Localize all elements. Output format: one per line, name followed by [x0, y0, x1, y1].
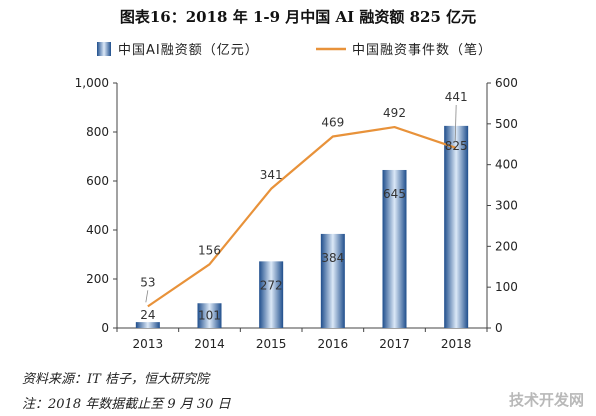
legend: 中国AI融资额（亿元） 中国融资事件数（笔）	[97, 42, 492, 58]
line-value-label: 341	[260, 168, 283, 182]
line-value-label: 469	[321, 115, 344, 129]
watermark: 技术开发网	[502, 387, 590, 412]
y-left-tick-label: 0	[101, 321, 109, 335]
chart-title: 图表16：2018 年 1-9 月中国 AI 融资额 825 亿元	[119, 8, 477, 26]
source-note: 资料来源：IT 桔子，恒大研究院	[22, 372, 209, 387]
line-value-label: 156	[198, 243, 221, 257]
bar-value-label: 24	[140, 308, 155, 322]
bar	[320, 233, 345, 328]
bar-value-label: 272	[260, 278, 283, 292]
line-value-label: 53	[140, 275, 155, 289]
line-series	[147, 125, 457, 308]
y-right-tick-label: 200	[495, 239, 518, 253]
x-tick-label: 2017	[379, 337, 410, 351]
y-left-tick-label: 400	[86, 223, 109, 237]
bar-value-label: 825	[445, 139, 468, 153]
x-tick-label: 2016	[318, 337, 349, 351]
y-left-tick-label: 600	[86, 174, 109, 188]
label-leader	[145, 290, 149, 303]
x-tick-label: 2018	[441, 337, 472, 351]
x-tick-label: 2015	[256, 337, 287, 351]
plot-area: 0 200 400 600 800 1,000 0 100 200 300 400 500 600 201…	[75, 76, 518, 351]
y-right-tick-label: 400	[495, 158, 518, 172]
y-left-tick-label: 800	[86, 125, 109, 139]
bar	[444, 125, 469, 328]
date-note: 注：2018 年数据截止至 9 月 30 日	[22, 397, 231, 412]
legend-bar-swatch	[97, 42, 111, 56]
y-right-tick-label: 600	[495, 76, 518, 90]
y-right-tick-label: 0	[495, 321, 503, 335]
y-right-tick-label: 100	[495, 280, 518, 294]
y-right-tick-label: 300	[495, 199, 518, 213]
label-leader	[454, 104, 457, 142]
y-right-tick-label: 500	[495, 117, 518, 131]
bar	[135, 322, 160, 328]
bar-value-label: 384	[321, 251, 344, 265]
bar	[197, 303, 222, 328]
x-tick-label: 2013	[133, 337, 164, 351]
bar-value-label: 101	[198, 308, 221, 322]
legend-line-label: 中国融资事件数（笔）	[352, 42, 492, 58]
y-left-tick-label: 200	[86, 272, 109, 286]
y-left-tick-label: 1,000	[75, 76, 109, 90]
bar-value-label: 645	[383, 187, 406, 201]
line-value-label: 441	[445, 90, 468, 104]
bar	[382, 169, 407, 328]
legend-bar-label: 中国AI融资额（亿元）	[118, 43, 259, 58]
bar	[259, 261, 284, 328]
x-tick-label: 2014	[194, 337, 225, 351]
line-value-label: 492	[383, 106, 406, 120]
